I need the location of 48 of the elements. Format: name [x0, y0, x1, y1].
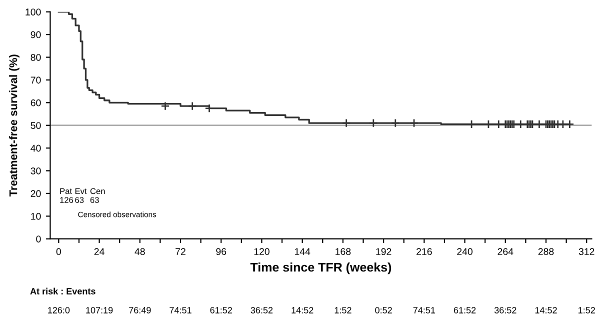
x-tick-label: 96 [216, 248, 226, 256]
x-tick-label: 240 [457, 248, 473, 256]
y-tick-label: 60 [30, 99, 41, 106]
y-tick-label: 80 [30, 54, 41, 61]
annotation: Pat [60, 188, 72, 194]
y-tick-label: 0 [36, 236, 41, 242]
text: 76:49 [129, 307, 151, 314]
text: 1:52 [578, 307, 595, 314]
text: 61:52 [454, 307, 476, 314]
x-tick-label: 72 [176, 248, 186, 255]
x-axis-title: Time since TFR (weeks) [250, 262, 392, 274]
text: 74:51 [170, 307, 192, 314]
y-tick-label: 50 [30, 122, 41, 129]
x-tick-label: 288 [538, 248, 554, 256]
text: 14:52 [535, 307, 557, 314]
y-tick-label: 40 [30, 144, 41, 152]
x-tick-label: 168 [336, 248, 351, 256]
annotation: Cen [90, 188, 105, 194]
y-tick-label: 30 [30, 167, 41, 174]
text: 61:52 [210, 307, 232, 314]
x-tick-label: 0 [56, 248, 61, 256]
y-tick-label: 70 [30, 76, 41, 84]
text: 1:52 [334, 307, 352, 314]
text: 0:52 [375, 307, 392, 314]
annotation: 63 [90, 197, 99, 203]
x-tick-label: 312 [578, 248, 594, 256]
x-tick-label: 24 [94, 248, 104, 255]
annotation: Evt [75, 188, 87, 194]
x-tick-label: 120 [254, 248, 270, 256]
y-tick-label: 20 [30, 190, 41, 198]
text: 36:52 [494, 307, 516, 314]
y-tick-label: 90 [30, 31, 41, 38]
y-axis-title: Treatment-free survival (%) [9, 54, 20, 197]
text: 36:52 [250, 307, 273, 314]
annotation: 126 [60, 197, 74, 203]
y-tick-label: 100 [26, 8, 41, 16]
x-tick-label: 192 [376, 248, 392, 256]
text: 74:51 [413, 307, 436, 314]
text: 14:52 [292, 307, 314, 314]
x-tick-label: 216 [416, 248, 432, 256]
text: 126:0 [48, 307, 70, 314]
y-tick-label: 10 [31, 212, 41, 220]
x-tick-label: 48 [134, 248, 145, 256]
text: 107:19 [86, 307, 113, 314]
text: At risk : Events [30, 288, 96, 294]
x-tick-label: 144 [294, 248, 310, 255]
annotation: 63 [75, 197, 84, 203]
x-tick-label: 264 [498, 248, 514, 256]
